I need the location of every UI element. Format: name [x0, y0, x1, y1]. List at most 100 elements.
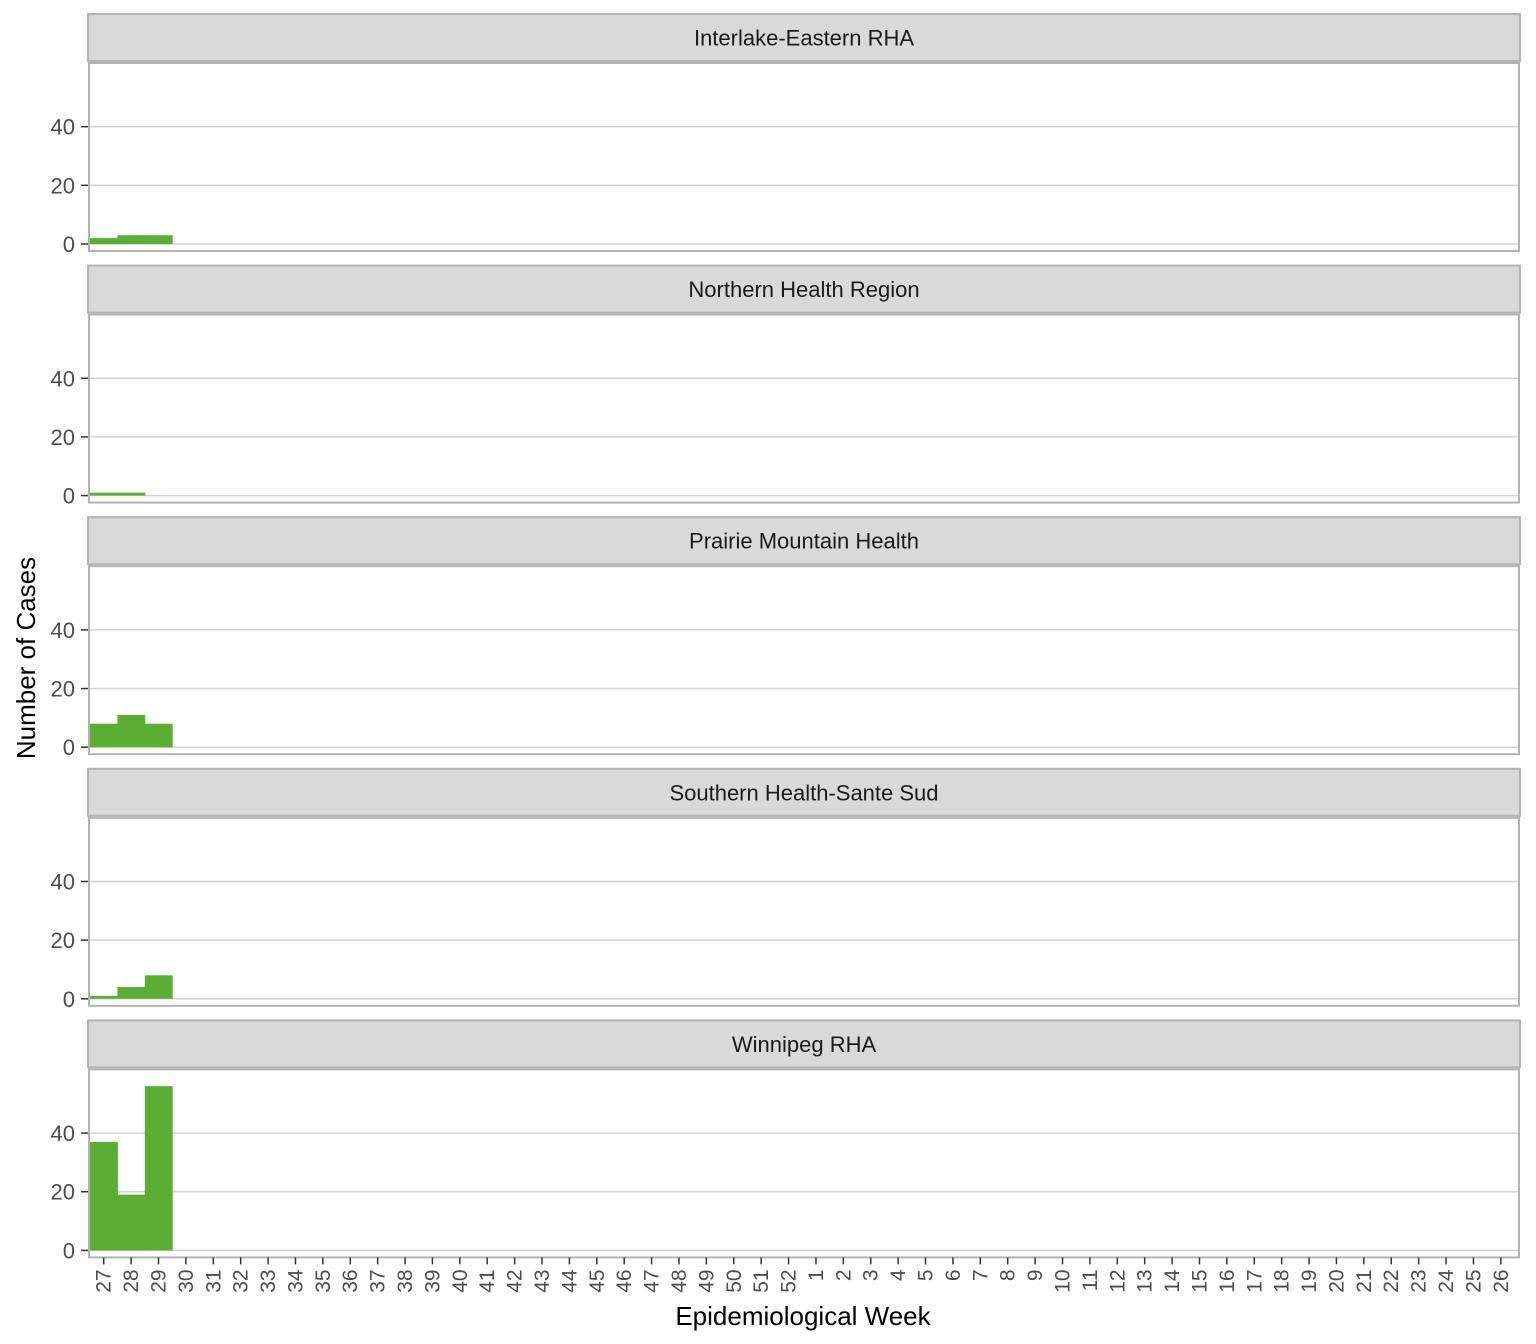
y-tick-label: 0: [63, 1238, 75, 1263]
plot-background: [89, 817, 1519, 1006]
x-tick-label: 48: [668, 1269, 691, 1292]
plot-background: [89, 1069, 1519, 1258]
x-tick-label: 29: [147, 1269, 170, 1292]
x-tick-label: 22: [1380, 1269, 1403, 1292]
x-tick-label: 50: [723, 1269, 746, 1292]
bar: [144, 235, 173, 244]
x-tick-label: 3: [860, 1269, 883, 1281]
bar: [90, 238, 118, 244]
facet-panel: Prairie Mountain Health 0 20 40: [51, 516, 1521, 760]
y-tick-label: 0: [63, 987, 75, 1012]
x-tick-label: 12: [1106, 1269, 1129, 1292]
bar: [90, 1141, 118, 1251]
facet-panel: Interlake-Eastern RHA 0 20 40: [51, 13, 1521, 257]
y-axis-title: Number of Cases: [11, 557, 41, 759]
panel-border: [88, 313, 1520, 504]
x-tick-label: 5: [915, 1269, 938, 1281]
x-tick-label: 1: [805, 1269, 828, 1281]
x-tick-label: 39: [421, 1269, 444, 1292]
x-tick-label: 49: [695, 1269, 718, 1292]
plot-background: [89, 63, 1519, 251]
x-tick-label: 43: [531, 1269, 554, 1292]
x-tick-label: 41: [476, 1269, 499, 1292]
bar: [117, 1194, 146, 1251]
y-tick-label: 40: [51, 618, 75, 643]
bar: [117, 235, 146, 244]
x-tick-label: 32: [230, 1269, 253, 1292]
facet-strip: [87, 13, 1521, 62]
y-tick-label: 20: [51, 425, 75, 450]
x-tick-label: 4: [887, 1269, 910, 1281]
facet-panel: Southern Health-Sante Sud 0 20 40: [51, 767, 1521, 1012]
x-tick-label: 36: [339, 1269, 362, 1292]
facet-panel: Northern Health Region 0 20 40: [51, 264, 1521, 509]
x-tick-label: 31: [202, 1269, 225, 1292]
x-tick-label: 6: [942, 1269, 965, 1281]
x-tick-label: 47: [641, 1269, 664, 1292]
panel-border: [88, 62, 1520, 252]
x-tick-label: 17: [1243, 1269, 1266, 1292]
y-tick-label: 20: [51, 1180, 75, 1205]
x-tick-label: 30: [175, 1269, 198, 1292]
x-tick-label: 38: [394, 1269, 417, 1292]
x-tick-label: 46: [613, 1269, 636, 1292]
bar: [117, 987, 146, 999]
bar: [144, 723, 173, 748]
plot-background: [89, 314, 1519, 503]
facet-strip: [87, 767, 1521, 817]
y-tick-label: 0: [63, 735, 75, 760]
x-tick-label: 7: [969, 1269, 992, 1281]
bar: [90, 995, 118, 999]
x-tick-label: 27: [93, 1269, 116, 1292]
y-tick-label: 40: [51, 869, 75, 894]
x-tick-label: 13: [1134, 1269, 1157, 1292]
x-tick-label: 40: [449, 1269, 472, 1292]
plot-background: [89, 566, 1519, 755]
facet-title: Winnipeg RHA: [732, 1032, 877, 1057]
panel-border: [88, 565, 1520, 756]
x-tick-label: 20: [1325, 1269, 1348, 1292]
bar: [117, 492, 146, 496]
x-axis-title: Epidemiological Week: [675, 1301, 931, 1331]
x-tick-label: 21: [1353, 1269, 1376, 1292]
y-tick-label: 40: [51, 115, 75, 140]
facet-title: Prairie Mountain Health: [689, 529, 919, 554]
x-tick-label: 19: [1298, 1269, 1321, 1292]
x-tick-label: 42: [504, 1269, 527, 1292]
y-tick-label: 20: [51, 677, 75, 702]
facet-title: Northern Health Region: [688, 277, 919, 302]
x-tick-label: 14: [1161, 1269, 1184, 1293]
x-tick-label: 51: [750, 1269, 773, 1292]
x-tick-label: 18: [1271, 1269, 1294, 1292]
x-tick-label: 15: [1188, 1269, 1211, 1292]
x-tick-label: 26: [1490, 1269, 1513, 1292]
x-tick-label: 28: [120, 1269, 143, 1292]
bar: [90, 723, 118, 748]
y-tick-label: 0: [63, 232, 75, 257]
bar: [90, 492, 118, 496]
y-tick-label: 20: [51, 928, 75, 953]
x-tick-label: 33: [257, 1269, 280, 1292]
x-axis: 27 28 29 30 31 32 33 34 35 36 37 38 39 40 41 42 43 44 45 46…: [93, 1257, 1513, 1293]
x-tick-label: 34: [284, 1269, 307, 1293]
facet-strip: [87, 516, 1521, 566]
facet-title: Interlake-Eastern RHA: [694, 26, 914, 51]
panel-border: [88, 1068, 1520, 1259]
panel-border: [88, 816, 1520, 1007]
x-tick-label: 45: [586, 1269, 609, 1292]
x-tick-label: 35: [312, 1269, 335, 1292]
facet-strip: [87, 264, 1521, 314]
bar: [117, 714, 146, 748]
x-tick-label: 44: [558, 1269, 581, 1293]
bar: [144, 975, 173, 999]
x-tick-label: 37: [367, 1269, 390, 1292]
facet-strip: [87, 1019, 1521, 1069]
facet-title: Southern Health-Sante Sud: [669, 780, 938, 805]
y-tick-label: 20: [51, 173, 75, 198]
y-tick-label: 40: [51, 366, 75, 391]
x-tick-label: 23: [1408, 1269, 1431, 1292]
x-tick-label: 10: [1052, 1269, 1075, 1292]
y-tick-label: 0: [63, 484, 75, 509]
